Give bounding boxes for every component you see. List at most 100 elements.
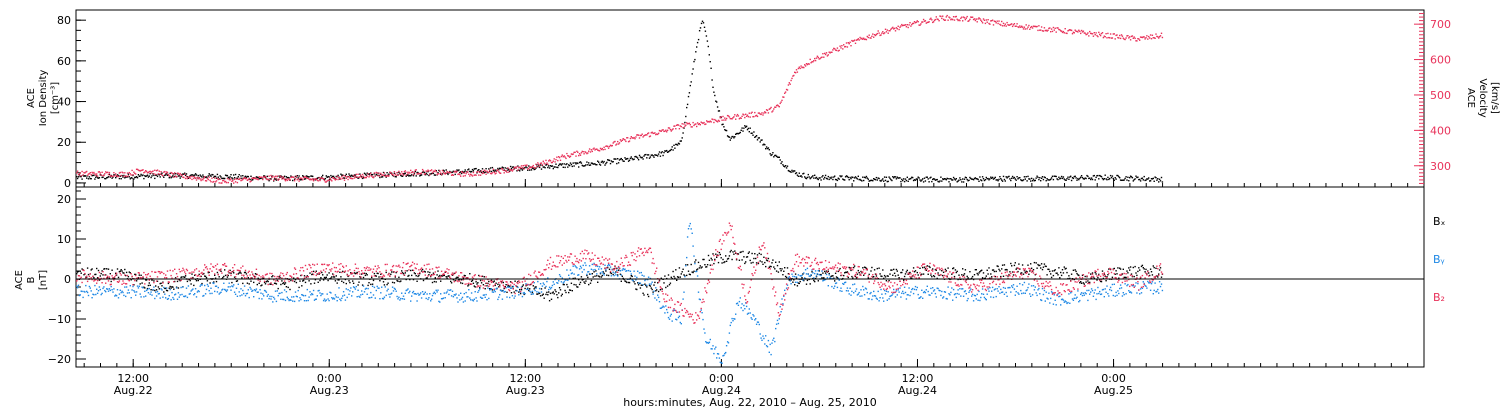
by-point bbox=[1016, 285, 1018, 287]
by-point bbox=[548, 286, 551, 288]
bx-point bbox=[967, 277, 969, 279]
by-point bbox=[421, 291, 424, 293]
velocity-point bbox=[360, 174, 362, 177]
bottom-left-tick-label: −20 bbox=[48, 353, 71, 366]
bx-point bbox=[186, 280, 189, 283]
by-point bbox=[384, 286, 386, 288]
by-point bbox=[409, 290, 411, 293]
bx-point bbox=[90, 269, 92, 271]
density-point bbox=[662, 154, 664, 157]
by-point bbox=[588, 271, 590, 273]
by-point bbox=[1054, 299, 1056, 301]
density-point bbox=[622, 160, 624, 162]
velocity-point bbox=[132, 174, 134, 176]
by-point bbox=[524, 293, 526, 295]
velocity-point bbox=[385, 175, 387, 177]
density-point bbox=[1041, 176, 1044, 178]
density-point bbox=[511, 166, 514, 168]
bx-point bbox=[765, 259, 768, 261]
density-point bbox=[731, 135, 733, 138]
density-point bbox=[721, 123, 723, 126]
by-point bbox=[420, 297, 423, 299]
by-point bbox=[453, 294, 455, 296]
density-point bbox=[369, 173, 371, 175]
density-point bbox=[316, 177, 318, 180]
bx-point bbox=[921, 273, 923, 275]
by-point bbox=[333, 298, 336, 300]
by-point bbox=[411, 295, 413, 297]
by-point bbox=[361, 293, 364, 295]
by-point bbox=[489, 289, 491, 291]
velocity-point bbox=[376, 172, 378, 174]
density-point bbox=[1080, 176, 1082, 178]
by-point bbox=[983, 296, 986, 299]
density-point bbox=[414, 170, 416, 173]
by-point bbox=[494, 290, 496, 293]
density-point bbox=[901, 178, 903, 181]
velocity-point bbox=[727, 115, 730, 117]
bx-point bbox=[197, 279, 199, 282]
velocity-point bbox=[411, 171, 413, 174]
density-point bbox=[743, 127, 745, 129]
density-point bbox=[619, 158, 622, 160]
velocity-point bbox=[932, 21, 934, 24]
by-point bbox=[462, 301, 465, 303]
bx-point bbox=[905, 271, 908, 273]
bx-point bbox=[213, 281, 215, 283]
bx-point bbox=[447, 275, 449, 277]
density-point bbox=[298, 175, 300, 177]
by-point bbox=[812, 272, 814, 274]
density-point bbox=[1040, 177, 1043, 179]
bx-point bbox=[1044, 265, 1046, 267]
velocity-point bbox=[340, 178, 342, 180]
bx-point bbox=[301, 285, 303, 287]
bx-point bbox=[645, 284, 647, 287]
density-point bbox=[475, 167, 477, 170]
velocity-point bbox=[502, 169, 504, 171]
bx-point bbox=[141, 282, 143, 284]
velocity-point bbox=[615, 144, 617, 146]
velocity-point bbox=[863, 37, 865, 39]
bx-point bbox=[891, 269, 893, 271]
by-point bbox=[856, 294, 859, 296]
density-point bbox=[249, 178, 251, 181]
density-point bbox=[1108, 178, 1110, 181]
density-point bbox=[109, 176, 111, 178]
bx-point bbox=[865, 267, 868, 270]
by-point bbox=[179, 294, 181, 296]
density-point bbox=[430, 173, 432, 175]
by-point bbox=[388, 293, 390, 296]
by-point bbox=[432, 292, 435, 295]
velocity-point bbox=[257, 178, 259, 181]
density-point bbox=[598, 161, 600, 163]
by-point bbox=[594, 268, 596, 271]
by-point bbox=[764, 343, 766, 345]
bx-point bbox=[720, 257, 722, 259]
density-point bbox=[195, 174, 198, 176]
by-point bbox=[351, 295, 353, 297]
bx-point bbox=[1034, 274, 1036, 276]
by-point bbox=[304, 294, 307, 297]
velocity-point bbox=[450, 171, 452, 174]
velocity-point bbox=[128, 171, 130, 174]
density-point bbox=[493, 170, 495, 172]
by-point bbox=[632, 279, 634, 282]
density-point bbox=[644, 154, 646, 156]
velocity-point bbox=[342, 174, 345, 177]
density-point bbox=[821, 176, 823, 178]
density-point bbox=[1001, 180, 1004, 182]
velocity-point bbox=[688, 122, 691, 124]
velocity-point bbox=[712, 118, 714, 121]
by-point bbox=[834, 285, 836, 287]
velocity-point bbox=[856, 39, 859, 41]
density-point bbox=[136, 177, 139, 179]
velocity-point bbox=[716, 121, 719, 123]
density-point bbox=[322, 174, 324, 177]
density-point bbox=[301, 178, 303, 180]
bx-point bbox=[434, 277, 436, 279]
density-point bbox=[931, 180, 933, 183]
by-point bbox=[725, 345, 728, 347]
density-point bbox=[117, 174, 120, 177]
velocity-point bbox=[547, 163, 549, 165]
bx-point bbox=[657, 282, 659, 284]
